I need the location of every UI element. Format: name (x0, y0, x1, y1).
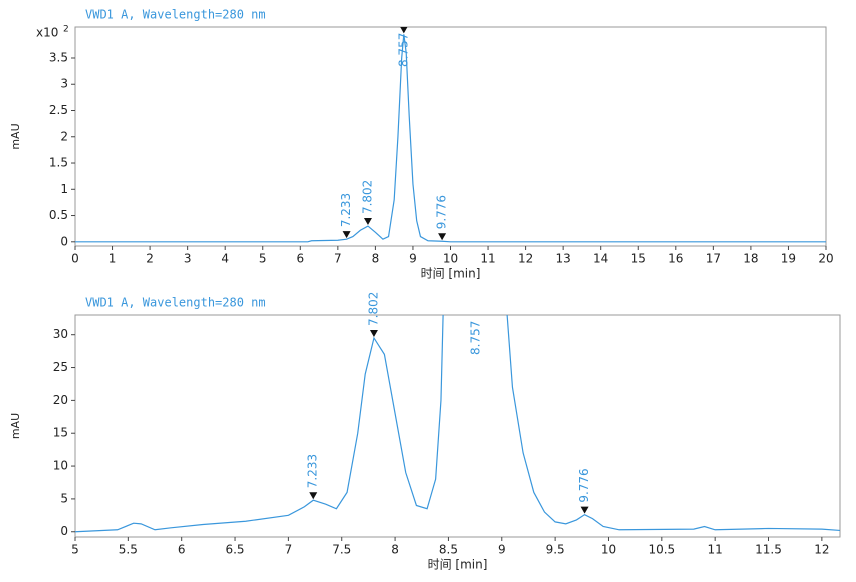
x-tick-label: 6 (178, 543, 186, 557)
peak-marker (580, 506, 589, 514)
y-tick-label: 0 (60, 234, 68, 248)
x-tick-label: 7.5 (332, 543, 351, 557)
x-tick-label: 10.5 (648, 543, 675, 557)
x-tick-label: 17 (706, 252, 721, 266)
x-tick-label: 0 (71, 252, 79, 266)
y-tick-label: 2.5 (49, 103, 68, 117)
x-tick-label: 20 (818, 252, 833, 266)
y-tick-label: 5 (60, 491, 68, 505)
chart-title: VWD1 A, Wavelength=280 nm (85, 8, 266, 22)
x-axis-label: 时间 [min] (428, 558, 488, 572)
x-tick-label: 5 (259, 252, 267, 266)
x-tick-label: 10 (601, 543, 616, 557)
x-tick-label: 11.5 (755, 543, 782, 557)
x-tick-label: 7 (285, 543, 293, 557)
x-tick-label: 9 (498, 543, 506, 557)
plot-frame (74, 314, 841, 538)
x-tick-label: 13 (556, 252, 571, 266)
peak-label: 7.802 (366, 292, 380, 326)
plot-frame (74, 26, 827, 247)
x-tick-label: 15 (631, 252, 646, 266)
peak-label: 9.776 (577, 468, 591, 502)
chart: VWD1 A, Wavelength=280 nm 5 5.5 6 6.5 7 7.5 8 8.… (9, 292, 841, 572)
y-axis-label: mAU (9, 413, 22, 439)
y-exponent: 2 (63, 25, 69, 35)
y-tick-label: 1 (60, 182, 68, 196)
x-tick-label: 11 (708, 543, 723, 557)
x-tick-label: 8.5 (439, 543, 458, 557)
x-tick-label: 5.5 (119, 543, 138, 557)
y-tick-label: 0.5 (49, 208, 68, 222)
x-tick-label: 6 (296, 252, 304, 266)
peak-label: 8.757 (396, 33, 410, 67)
x-axis-label: 时间 [min] (421, 267, 481, 281)
peak-marker (363, 218, 372, 226)
y-tick-label: 3.5 (49, 50, 68, 64)
chart: VWD1 A, Wavelength=280 nm0 1 2 3 4 5 6 7 8 9 10 11 1… (9, 8, 834, 281)
y-tick-label: 3 (60, 77, 68, 91)
x-tick-label: 2 (146, 252, 154, 266)
signal-line (75, 315, 840, 533)
y-tick-label: 20 (53, 393, 68, 407)
y-tick-label: 0 (60, 524, 68, 538)
x-tick-label: 18 (743, 252, 758, 266)
peak-label: 7.802 (360, 180, 374, 214)
peak-marker (400, 27, 408, 34)
x-tick-label: 10 (443, 252, 458, 266)
y-tick-label: 25 (53, 360, 68, 374)
x-tick-label: 6.5 (225, 543, 244, 557)
chart-title: VWD1 A, Wavelength=280 nm (85, 296, 266, 310)
peak-label: 7.233 (306, 454, 320, 488)
x-tick-label: 3 (184, 252, 192, 266)
x-tick-label: 14 (593, 252, 608, 266)
peak-label: 7.233 (339, 193, 353, 227)
peak-marker (438, 233, 447, 241)
peak-marker (369, 329, 378, 337)
x-tick-label: 9.5 (546, 543, 565, 557)
x-tick-label: 7 (334, 252, 342, 266)
y-tick-label: 1.5 (49, 156, 68, 170)
x-tick-label: 4 (221, 252, 229, 266)
peak-marker (342, 231, 351, 239)
x-tick-label: 11 (480, 252, 495, 266)
x-tick-label: 8 (391, 543, 399, 557)
x-tick-label: 16 (668, 252, 683, 266)
y-tick-label: 15 (53, 426, 68, 440)
x-tick-label: 12 (518, 252, 533, 266)
y-tick-label: 30 (53, 327, 68, 341)
y-tick-label: 10 (53, 459, 68, 473)
peak-label: 8.757 (468, 321, 482, 355)
x-tick-label: 8 (372, 252, 380, 266)
peak-label: 9.776 (435, 195, 449, 229)
y-multiplier: x10 (36, 26, 58, 40)
peak-marker (309, 492, 318, 500)
x-tick-label: 9 (409, 252, 417, 266)
y-axis-label: mAU (9, 123, 22, 149)
x-tick-label: 19 (781, 252, 796, 266)
signal-line (75, 34, 826, 243)
x-tick-label: 5 (71, 543, 79, 557)
x-tick-label: 12 (814, 543, 829, 557)
x-tick-label: 1 (109, 252, 117, 266)
y-tick-label: 2 (60, 129, 68, 143)
